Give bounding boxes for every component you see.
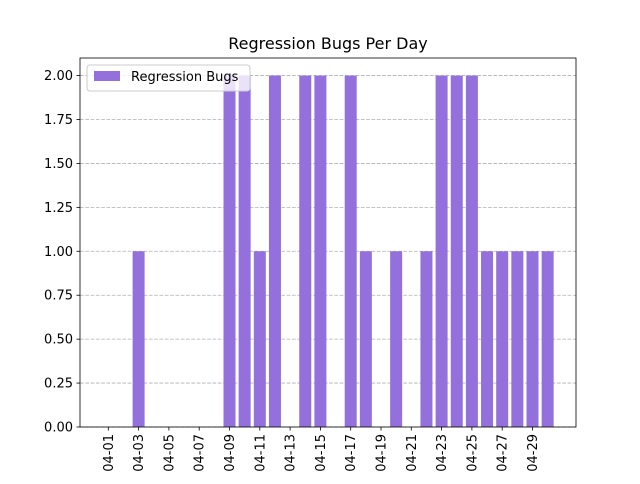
bar (465, 75, 478, 428)
bar (390, 251, 403, 427)
x-tick-label: 04-29 (526, 434, 541, 472)
bar (132, 251, 145, 427)
bar (496, 251, 509, 427)
bars (132, 75, 554, 428)
legend: Regression Bugs (86, 64, 251, 92)
y-tick-label: 1.25 (44, 201, 73, 216)
x-tick-label: 04-15 (314, 434, 329, 472)
bar (481, 251, 494, 427)
bar (268, 75, 281, 428)
bar (223, 75, 236, 428)
x-tick-label: 04-13 (284, 434, 299, 472)
bar (344, 75, 357, 428)
bar (253, 251, 266, 427)
x-tick-label: 04-25 (465, 434, 480, 472)
x-tick-label: 04-17 (344, 434, 359, 472)
y-tick-label: 0.50 (44, 333, 73, 348)
y-tick-label: 1.50 (44, 157, 73, 172)
axes: 0.00 0.25 0.50 0.75 1.00 1.25 1.50 1.75 2.00 04-0… (44, 57, 577, 472)
x-tick-label: 04-27 (496, 434, 511, 472)
bar (359, 251, 372, 427)
bar (526, 251, 539, 427)
y-tick-label: 0.25 (44, 377, 73, 392)
bar (541, 251, 554, 427)
x-tick-label: 04-05 (162, 434, 177, 472)
y-tick-label: 1.00 (44, 245, 73, 260)
legend-box (86, 64, 251, 92)
legend-label: Regression Bugs (131, 70, 239, 85)
x-tick-label: 04-11 (253, 434, 268, 472)
x-tick-label: 04-01 (102, 434, 117, 472)
bar (314, 75, 327, 428)
bar (238, 75, 251, 428)
chart-title: Regression Bugs Per Day (228, 34, 427, 53)
x-tick-label: 04-19 (375, 434, 390, 472)
x-tick-label: 04-03 (132, 434, 147, 472)
bar (420, 251, 433, 427)
x-tick-label: 04-09 (223, 434, 238, 472)
plot-frame (79, 57, 577, 428)
y-tick-label: 2.00 (44, 69, 73, 84)
y-tick-label: 0.75 (44, 289, 73, 304)
bar (450, 75, 463, 428)
x-tick-label: 04-07 (193, 434, 208, 472)
legend-swatch (94, 71, 120, 81)
bar (511, 251, 524, 427)
x-tick-label: 04-21 (405, 434, 420, 472)
y-tick-label: 1.75 (44, 113, 73, 128)
bar (299, 75, 312, 428)
y-tick-label: 0.00 (44, 421, 73, 436)
x-tick-label: 04-23 (435, 434, 450, 472)
bar (435, 75, 448, 428)
